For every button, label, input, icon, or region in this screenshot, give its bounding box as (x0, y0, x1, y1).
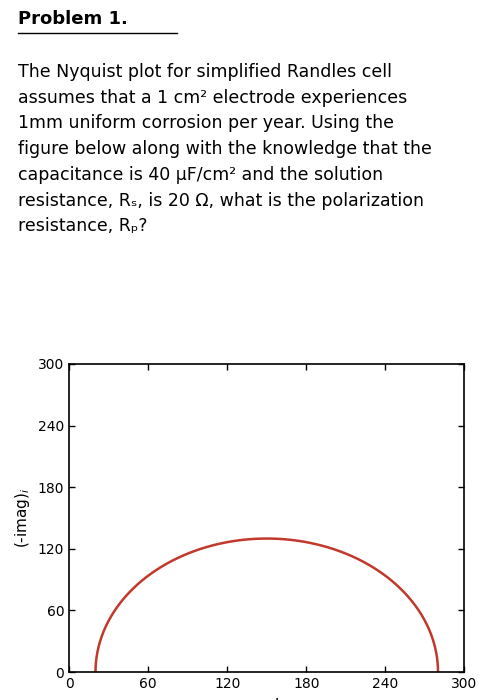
X-axis label: real$_i$: real$_i$ (249, 696, 284, 700)
Y-axis label: (-imag)$_i$: (-imag)$_i$ (13, 488, 32, 548)
Text: Problem 1.: Problem 1. (18, 10, 128, 29)
Text: The Nyquist plot for simplified Randles cell
assumes that a 1 cm² electrode expe: The Nyquist plot for simplified Randles … (18, 63, 432, 235)
